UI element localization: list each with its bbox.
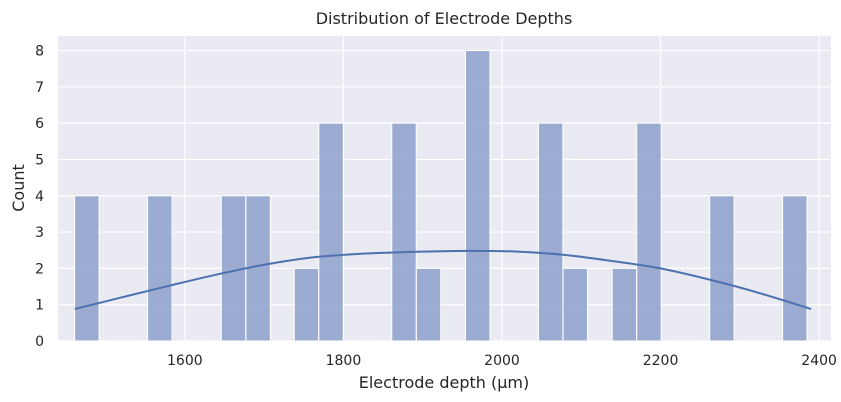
x-tick-label: 2200 — [643, 353, 679, 369]
x-axis-ticks: 1600 1800 2000 2200 2400 — [167, 353, 837, 369]
x-tick-label: 2000 — [484, 353, 520, 369]
y-tick-label: 2 — [35, 261, 44, 277]
y-axis-label: Count — [9, 164, 28, 212]
chart-title: Distribution of Electrode Depths — [316, 9, 573, 28]
histogram-bar — [391, 122, 417, 342]
y-tick-label: 0 — [35, 334, 44, 350]
x-tick-label: 1800 — [326, 353, 362, 369]
histogram-bar — [709, 195, 735, 342]
x-axis-label: Electrode depth (µm) — [359, 373, 529, 392]
histogram-bar — [293, 267, 320, 342]
histogram-bar — [147, 195, 173, 342]
histogram-bar — [611, 267, 638, 342]
histogram-bar — [636, 122, 662, 342]
y-tick-label: 7 — [35, 80, 44, 96]
y-tick-label: 5 — [35, 152, 44, 168]
y-tick-label: 8 — [35, 44, 44, 60]
y-axis-ticks: 0 1 2 3 4 5 6 7 8 — [35, 44, 44, 350]
histogram-bar — [74, 195, 100, 342]
histogram-bar — [415, 267, 442, 342]
histogram-bar — [465, 50, 491, 342]
histogram-bar — [318, 122, 344, 342]
histogram-bar — [537, 122, 564, 342]
x-tick-label: 1600 — [167, 353, 203, 369]
kde-line — [74, 249, 812, 311]
y-tick-label: 1 — [35, 298, 44, 314]
y-tick-label: 4 — [35, 189, 44, 205]
y-tick-label: 6 — [35, 116, 44, 132]
x-tick-label: 2400 — [801, 353, 837, 369]
histogram-bar — [562, 267, 588, 342]
y-tick-label: 3 — [35, 225, 44, 241]
histogram-bar — [782, 195, 808, 342]
